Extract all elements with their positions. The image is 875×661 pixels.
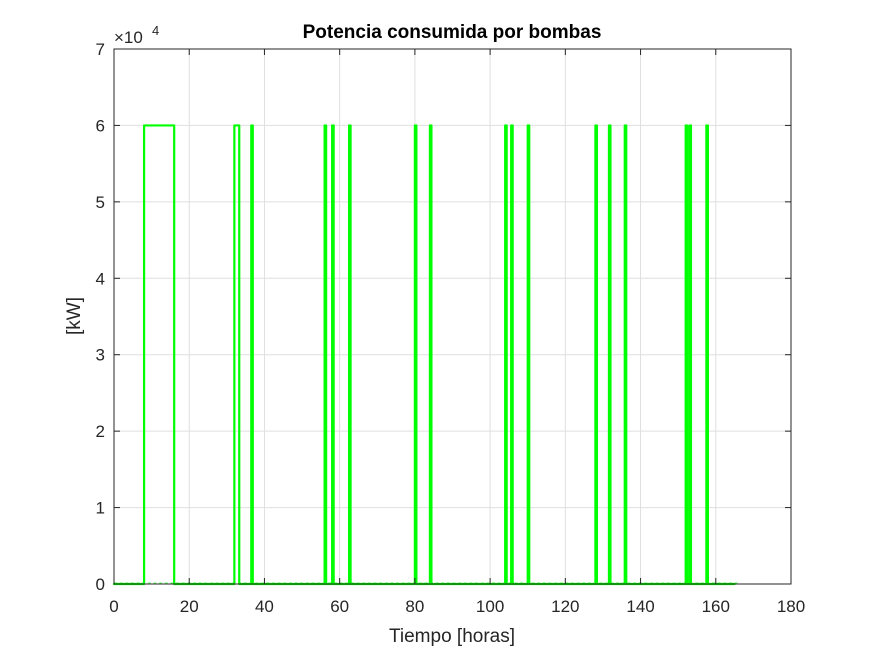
x-tick-label: 60 — [330, 597, 349, 616]
x-tick-label: 180 — [777, 597, 805, 616]
y-exponent-base: ×10 — [114, 28, 143, 47]
y-tick-label: 3 — [96, 346, 105, 365]
x-tick-label: 100 — [476, 597, 504, 616]
grid — [114, 49, 791, 584]
x-tick-label: 40 — [255, 597, 274, 616]
series-line — [112, 124, 736, 586]
y-tick-label: 4 — [96, 269, 105, 288]
x-axis-label: Tiempo [horas] — [389, 626, 515, 647]
x-tick-label: 160 — [702, 597, 730, 616]
y-tick-label: 7 — [96, 40, 105, 59]
y-tick-label: 6 — [96, 116, 105, 135]
y-tick-label: 0 — [96, 575, 105, 594]
x-tick-label: 80 — [405, 597, 424, 616]
y-axis-label: [kW] — [64, 297, 85, 335]
plot-area — [114, 49, 791, 584]
x-tick-label: 0 — [109, 597, 118, 616]
y-tick-label: 2 — [96, 422, 105, 441]
series-layer — [112, 124, 736, 586]
x-tick-label: 20 — [180, 597, 199, 616]
chart-title: Potencia consumida por bombas — [303, 22, 602, 43]
y-exponent-power: 4 — [152, 23, 159, 38]
x-tick-label: 120 — [551, 597, 579, 616]
y-tick-label: 1 — [96, 499, 105, 518]
x-tick-label: 140 — [626, 597, 654, 616]
y-tick-label: 5 — [96, 193, 105, 212]
ticks: 0 20 40 60 80 100 120 140 160 180 0 1 2 3 4 5 6 7 — [96, 40, 806, 616]
plot-frame — [113, 48, 792, 585]
